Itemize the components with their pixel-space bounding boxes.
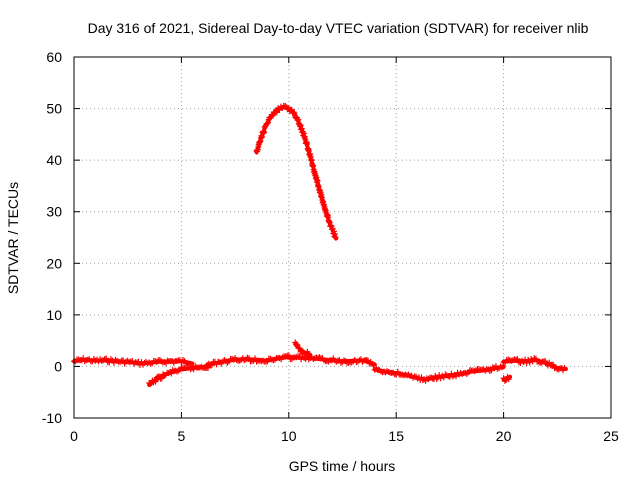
grid-lines xyxy=(74,57,611,418)
data-point xyxy=(103,355,110,362)
data-point xyxy=(269,112,276,119)
y-tick-label: 20 xyxy=(46,255,62,271)
data-point xyxy=(499,364,506,371)
data-point xyxy=(505,376,512,383)
data-point xyxy=(147,380,154,387)
data-point xyxy=(305,350,312,357)
data-point xyxy=(453,373,460,380)
x-tick-label: 15 xyxy=(388,428,404,444)
y-tick-label: 0 xyxy=(54,358,62,374)
data-point xyxy=(294,342,301,349)
plot-frame xyxy=(73,56,612,419)
data-point xyxy=(245,355,252,362)
data-point xyxy=(561,365,568,372)
x-tick-label: 20 xyxy=(496,428,512,444)
x-tick-label: 10 xyxy=(281,428,297,444)
x-axis-label: GPS time / hours xyxy=(289,458,396,474)
data-point xyxy=(293,341,300,348)
data-point xyxy=(550,361,557,368)
data-point xyxy=(190,366,197,373)
y-tick-label: 50 xyxy=(46,101,62,117)
data-point xyxy=(419,377,426,384)
data-point xyxy=(295,116,302,123)
x-tick-label: 5 xyxy=(178,428,186,444)
data-point xyxy=(208,362,215,369)
series-trace xyxy=(254,105,339,241)
data-point xyxy=(526,359,533,366)
data-series-sdtvar xyxy=(71,102,568,387)
data-point xyxy=(290,109,297,116)
data-point xyxy=(332,234,339,241)
data-point xyxy=(436,372,443,379)
data-point xyxy=(152,378,159,385)
axis-ticks: 0 5 10 15 20 25 -10 0 10 20 30 40 50 60 xyxy=(42,49,619,444)
data-point xyxy=(158,375,165,382)
data-point xyxy=(538,359,545,366)
data-point xyxy=(264,120,271,127)
data-point xyxy=(329,225,336,232)
data-point xyxy=(265,119,272,126)
y-tick-label: 30 xyxy=(46,204,62,220)
data-point xyxy=(261,128,268,135)
data-point xyxy=(514,355,521,362)
data-point xyxy=(291,109,298,116)
y-tick-label: 10 xyxy=(46,307,62,323)
x-tick-label: 25 xyxy=(603,428,619,444)
data-point xyxy=(327,222,334,229)
data-point xyxy=(285,352,292,359)
data-point xyxy=(272,108,279,115)
data-point xyxy=(159,371,166,378)
data-point xyxy=(252,355,259,362)
y-tick-label: 60 xyxy=(46,49,62,65)
chart-title: Day 316 of 2021, Sidereal Day-to-day VTE… xyxy=(88,20,589,36)
data-point xyxy=(296,345,303,352)
x-tick-label: 0 xyxy=(70,428,78,444)
data-point xyxy=(501,377,508,384)
y-tick-label: 40 xyxy=(46,152,62,168)
data-point xyxy=(326,219,333,226)
y-tick-label: -10 xyxy=(42,410,62,426)
y-axis-label: SDTVAR / TECUs xyxy=(5,182,21,294)
